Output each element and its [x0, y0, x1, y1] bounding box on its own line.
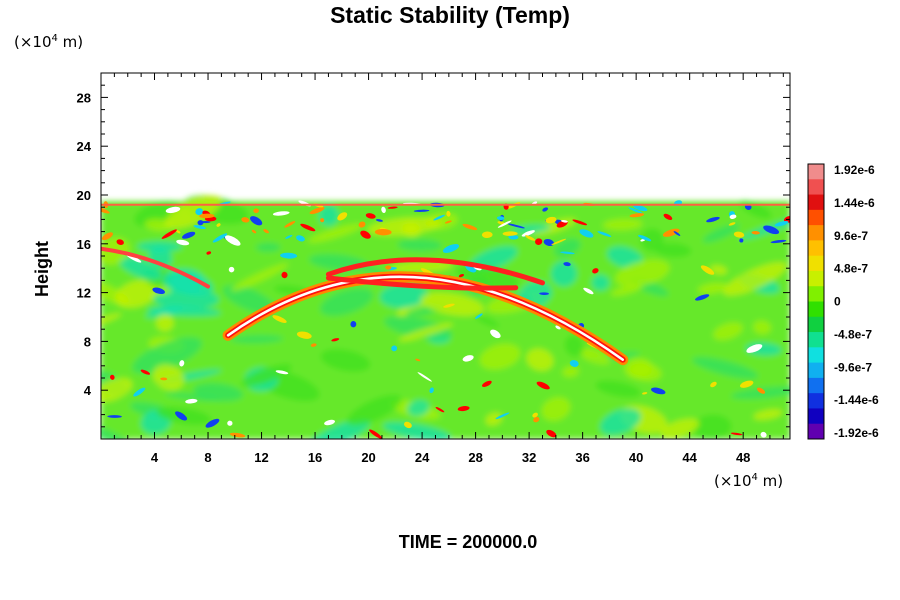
colorbar-label: -1.44e-6	[834, 393, 879, 407]
y-tick-label: 4	[84, 383, 92, 398]
colorbar-swatch	[808, 164, 824, 180]
colorbar-swatch	[808, 347, 824, 364]
y-tick-label: 28	[77, 90, 91, 105]
colorbar-label: -4.8e-7	[834, 327, 872, 341]
colorbar-swatch	[808, 209, 824, 226]
colorbar: 1.92e-6 1.44e-6 9.6e-7 4.8e-7 0 -4.8e-7 -9.6e-…	[807, 163, 879, 440]
x-tick-label: 16	[308, 450, 322, 465]
time-label: TIME = 200000.0	[398, 532, 538, 552]
x-axis: 4 8 12 16 20 24 28 32 36 40 44 48	[113, 73, 784, 465]
x-tick-label: 24	[415, 450, 430, 465]
colorbar-label: 1.44e-6	[834, 196, 875, 210]
colorbar-swatch	[808, 286, 824, 302]
colorbar-swatch	[808, 362, 824, 379]
stability-field	[101, 195, 790, 439]
colorbar-swatch	[808, 225, 824, 241]
x-axis-unit: (×104 m)	[714, 472, 784, 490]
colorbar-swatch	[808, 179, 824, 196]
colorbar-swatch	[808, 423, 824, 440]
y-tick-label: 8	[84, 334, 91, 349]
colorbar-swatch	[808, 377, 824, 394]
y-tick-label: 24	[77, 139, 92, 154]
colorbar-swatch	[808, 316, 824, 333]
x-tick-label: 4	[151, 450, 159, 465]
colorbar-swatch	[808, 408, 824, 425]
colorbar-frame	[807, 163, 825, 440]
y-tick-label: 12	[77, 286, 91, 301]
x-tick-label: 36	[575, 450, 589, 465]
x-tick-label: 28	[468, 450, 482, 465]
colorbar-swatch	[808, 393, 824, 409]
colorbar-swatch	[808, 270, 824, 287]
colorbar-swatch	[808, 194, 824, 211]
x-tick-label: 32	[522, 450, 536, 465]
x-tick-label: 20	[361, 450, 375, 465]
colorbar-label: 4.8e-7	[834, 262, 868, 276]
colorbar-swatch	[808, 255, 824, 272]
colorbar-swatch	[808, 240, 824, 257]
chart-title: Static Stability (Temp)	[330, 2, 570, 28]
x-tick-label: 44	[682, 450, 697, 465]
x-tick-label: 12	[254, 450, 268, 465]
colorbar-swatch	[808, 301, 824, 318]
colorbar-label: -1.92e-6	[834, 426, 879, 440]
colorbar-label: 1.92e-6	[834, 163, 875, 177]
colorbar-label: -9.6e-7	[834, 360, 872, 374]
colorbar-swatch	[808, 332, 824, 348]
colorbar-label: 9.6e-7	[834, 229, 868, 243]
y-tick-label: 20	[77, 188, 91, 203]
y-axis: 4 8 12 16 20 24 28	[77, 84, 790, 428]
x-tick-label: 48	[736, 450, 750, 465]
y-tick-label: 16	[77, 237, 91, 252]
colorbar-label: 0	[834, 295, 841, 309]
x-tick-label: 8	[204, 450, 211, 465]
x-tick-label: 40	[629, 450, 643, 465]
y-axis-unit: (×104 m)	[14, 33, 84, 51]
